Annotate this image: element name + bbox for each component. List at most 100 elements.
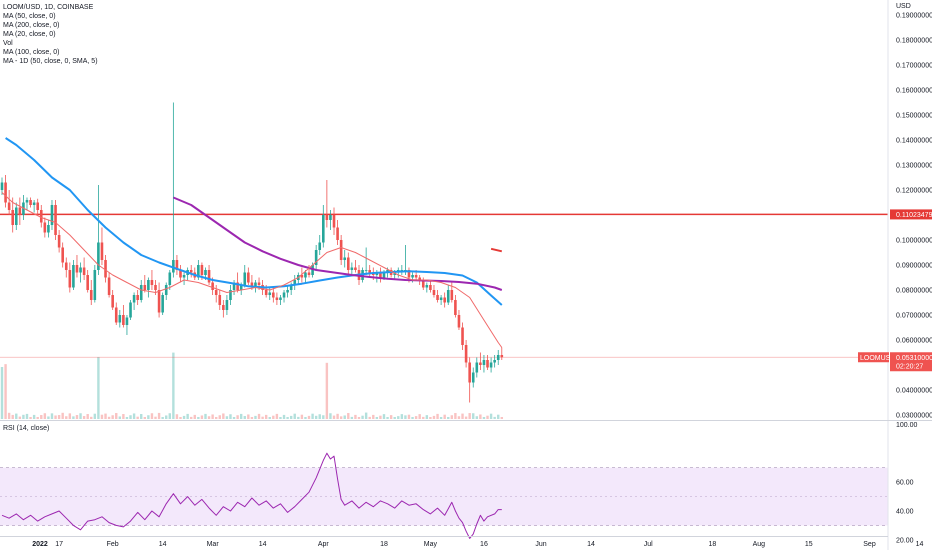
volume-bar [143, 417, 146, 419]
volume-bar [129, 415, 132, 419]
volume-bar [486, 415, 489, 419]
rsi-pane[interactable] [0, 452, 888, 539]
candle-body [39, 210, 43, 223]
volume-bar [493, 416, 496, 419]
legend-ma200[interactable]: MA (200, close, 0) [3, 22, 60, 29]
volume-bar [450, 415, 454, 419]
volume-bar [154, 416, 157, 419]
volume-bar [325, 362, 329, 419]
candle-body [432, 290, 436, 295]
time-tick-label: 14 [159, 541, 167, 548]
rsi-legend[interactable]: RSI (14, close) [3, 425, 50, 432]
legend-ma20[interactable]: MA (20, close, 0) [3, 31, 56, 38]
candle-body [272, 292, 275, 298]
candle-body [471, 372, 475, 383]
candle-body [400, 270, 404, 271]
volume-bar [222, 413, 225, 419]
volume-bar [186, 413, 189, 419]
price-tick-label: 0.03000000 [896, 413, 932, 420]
candle-body [218, 295, 222, 305]
volume-bar [0, 367, 4, 419]
price-tag [890, 352, 932, 372]
candle-body [104, 260, 107, 278]
volume-bar [261, 416, 264, 419]
legend-ma100[interactable]: MA (100, close, 0) [3, 49, 60, 56]
candle-body [164, 285, 168, 295]
volume-bar [443, 414, 446, 419]
volume-bar [243, 416, 246, 419]
candle-body [79, 267, 82, 273]
volume-bar [247, 414, 250, 419]
volume-bar [489, 413, 493, 419]
candle-body [450, 290, 454, 300]
volume-bar [161, 417, 164, 419]
candle-body [100, 242, 104, 260]
rsi-tick-label: 40.00 [896, 509, 914, 516]
price-tick-label: 0.14000000 [896, 138, 932, 145]
volume-bar [297, 416, 300, 419]
volume-bar [447, 417, 450, 419]
volume-bar [282, 414, 286, 419]
candle-body [461, 327, 464, 345]
volume-bar [232, 417, 236, 419]
volume-bar [314, 415, 318, 419]
candle-body [332, 215, 336, 228]
volume-bar [140, 414, 143, 419]
candle-body [54, 205, 57, 235]
volume-bar [204, 413, 207, 419]
candle-body [25, 200, 29, 203]
time-tick-label: 14 [916, 541, 924, 548]
volume-bar [479, 414, 482, 419]
volume-bar [61, 412, 64, 419]
volume-bar [122, 414, 125, 419]
volume-bar [329, 413, 332, 419]
candle-body [0, 182, 4, 190]
price-tick-label: 0.09000000 [896, 263, 932, 270]
price-pane[interactable] [0, 102, 888, 420]
level-tag-value: 0.11023479 [896, 212, 932, 219]
volume-bar [307, 415, 311, 419]
candle-body [314, 250, 318, 265]
volume-bar [36, 417, 39, 419]
legend-ma-1d[interactable]: MA - 1D (50, close, 0, SMA, 5) [3, 58, 98, 65]
candle-body [479, 362, 482, 365]
candle-body [318, 242, 322, 250]
candle-body [32, 202, 36, 205]
candle-body [254, 282, 257, 288]
candle-body [222, 305, 225, 310]
volume-bar [93, 413, 97, 419]
price-tick-label: 0.08000000 [896, 288, 932, 295]
volume-bar [97, 357, 100, 419]
volume-bar [422, 416, 425, 419]
volume-bar [336, 413, 339, 419]
volume-bar [497, 414, 500, 419]
price-tick-label: 0.07000000 [896, 313, 932, 320]
time-tick-label: Mar [207, 541, 220, 548]
candle-body [264, 290, 268, 295]
volume-bar [468, 413, 471, 419]
candle-body [211, 282, 214, 290]
volume-bar [168, 413, 171, 419]
legend-symbol[interactable]: LOOM/USD, 1D, COINBASE [3, 4, 94, 11]
candle-body [154, 285, 157, 290]
time-tick-label: 18 [709, 541, 717, 548]
volume-bar [211, 414, 214, 419]
volume-bar [43, 413, 47, 419]
candle-body [29, 200, 32, 205]
legend-ma50[interactable]: MA (50, close, 0) [3, 13, 56, 20]
legend-vol[interactable]: Vol [3, 40, 13, 47]
volume-bar [257, 413, 261, 419]
candle-body [22, 202, 25, 215]
candle-body [418, 277, 421, 280]
candle-body [289, 285, 293, 290]
time-tick-label: 14 [587, 541, 595, 548]
candle-body [197, 265, 200, 278]
candle-body [425, 285, 429, 288]
candle-body [97, 242, 100, 270]
candle-body [107, 277, 111, 295]
volume-bar [461, 413, 464, 419]
candle-body [368, 270, 372, 273]
candle-body [247, 272, 250, 283]
volume-bar [193, 414, 196, 419]
